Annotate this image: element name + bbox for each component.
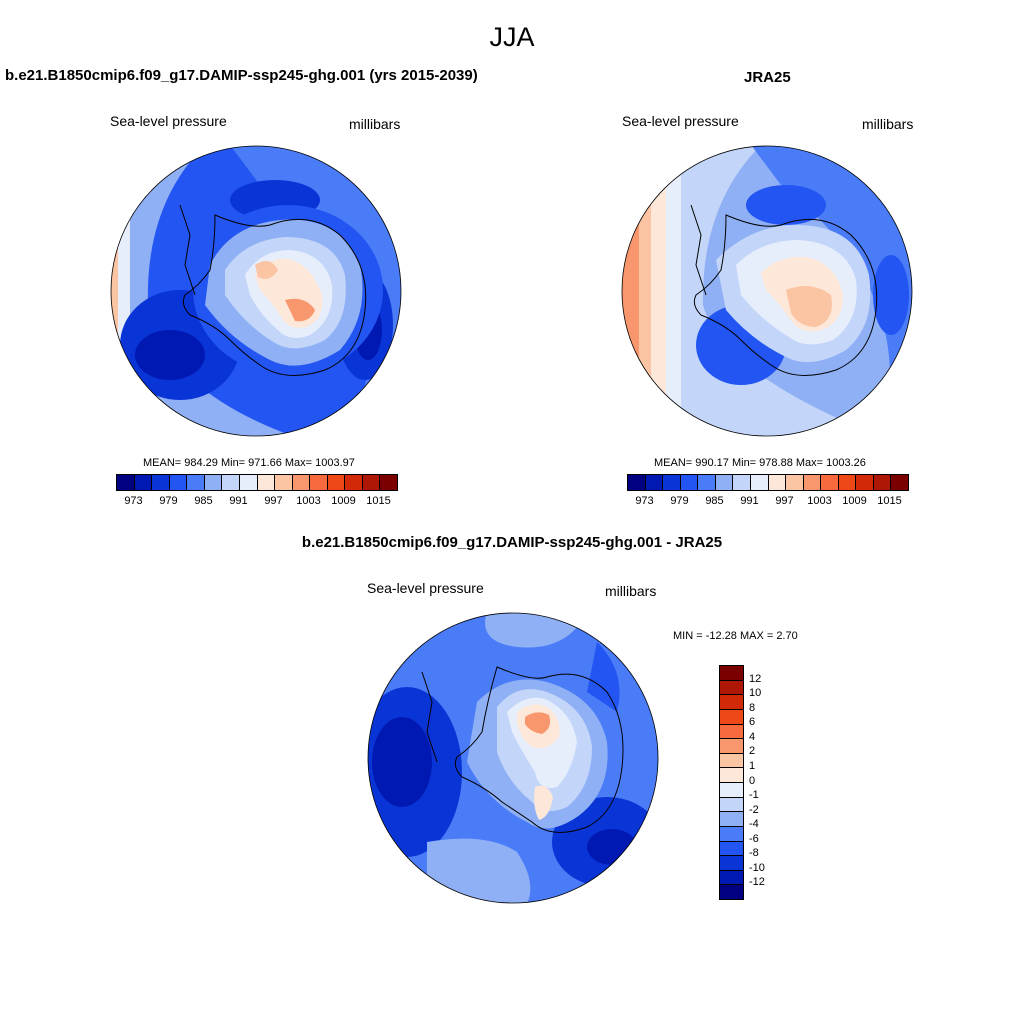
- colorbar-swatch: [720, 680, 743, 696]
- colorbar-swatch: [187, 475, 205, 490]
- colorbar-tick-label: -8: [749, 847, 759, 860]
- panel1-units-label: millibars: [349, 116, 401, 132]
- colorbar-tick-label: 10: [749, 687, 762, 700]
- colorbar-swatch: [720, 695, 743, 710]
- figure-title: JJA: [489, 22, 535, 52]
- colorbar-swatch: [856, 475, 874, 490]
- panel2-stats: MEAN= 990.17 Min= 978.88 Max= 1003.26: [654, 457, 866, 469]
- colorbar-tick-label: 0: [749, 774, 756, 787]
- panel3-units-label: millibars: [605, 583, 657, 599]
- colorbar-swatch: [720, 666, 743, 681]
- colorbar-swatch: [345, 475, 363, 490]
- colorbar-swatch: [152, 475, 170, 490]
- colorbar-tick-label: 979: [159, 495, 178, 507]
- colorbar-swatch: [873, 475, 892, 490]
- colorbar-swatch: [720, 826, 743, 842]
- colorbar-swatch: [720, 885, 743, 899]
- colorbar-swatch: [663, 475, 681, 490]
- panel1-colorbar: [116, 474, 398, 491]
- colorbar-tick-label: 1009: [331, 495, 356, 507]
- colorbar-swatch: [327, 475, 346, 490]
- colorbar-swatch: [222, 475, 240, 490]
- colorbar-swatch: [715, 475, 734, 490]
- panel3-variable-label: Sea-level pressure: [367, 580, 484, 596]
- colorbar-swatch: [380, 475, 397, 490]
- colorbar-swatch: [720, 739, 743, 754]
- colorbar-tick-label: 979: [670, 495, 689, 507]
- panel2-variable-label: Sea-level pressure: [622, 113, 739, 129]
- colorbar-tick-label: -10: [749, 861, 765, 874]
- colorbar-swatch: [733, 475, 751, 490]
- colorbar-swatch: [720, 856, 743, 871]
- colorbar-swatch: [768, 475, 787, 490]
- colorbar-swatch: [362, 475, 381, 490]
- colorbar-tick-label: 2: [749, 745, 756, 758]
- panel1-variable-label: Sea-level pressure: [110, 113, 227, 129]
- panel1-title: b.e21.B1850cmip6.f09_g17.DAMIP-ssp245-gh…: [5, 67, 478, 84]
- colorbar-swatch: [720, 812, 743, 827]
- colorbar-tick-label: 997: [264, 495, 283, 507]
- colorbar-swatch: [803, 475, 822, 490]
- colorbar-tick-label: 973: [124, 495, 143, 507]
- colorbar-swatch: [275, 475, 293, 490]
- colorbar-swatch: [720, 724, 743, 740]
- colorbar-tick-label: 1015: [877, 495, 902, 507]
- colorbar-tick-label: 1003: [807, 495, 832, 507]
- panel2-polar-map: [621, 145, 913, 437]
- panel3-stats: MIN = -12.28 MAX = 2.70: [673, 630, 798, 642]
- colorbar-swatch: [786, 475, 804, 490]
- colorbar-swatch: [750, 475, 769, 490]
- colorbar-tick-label: -4: [749, 818, 759, 831]
- panel2-title: JRA25: [744, 69, 791, 86]
- colorbar-swatch: [680, 475, 699, 490]
- panel3-colorbar: [719, 665, 744, 900]
- colorbar-swatch: [720, 783, 743, 798]
- colorbar-swatch: [821, 475, 839, 490]
- colorbar-swatch: [169, 475, 188, 490]
- panel2-colorbar: [627, 474, 909, 491]
- colorbar-swatch: [645, 475, 664, 490]
- colorbar-tick-label: 12: [749, 672, 762, 685]
- colorbar-tick-label: 1: [749, 759, 756, 772]
- colorbar-tick-label: 1003: [296, 495, 321, 507]
- colorbar-tick-label: 8: [749, 701, 756, 714]
- colorbar-tick-label: 6: [749, 716, 756, 729]
- panel3-polar-map: [367, 612, 659, 904]
- colorbar-tick-label: -2: [749, 803, 759, 816]
- colorbar-swatch: [720, 753, 743, 769]
- colorbar-swatch: [292, 475, 311, 490]
- colorbar-tick-label: 973: [635, 495, 654, 507]
- colorbar-tick-label: -1: [749, 789, 759, 802]
- colorbar-swatch: [134, 475, 153, 490]
- colorbar-tick-label: 997: [775, 495, 794, 507]
- colorbar-swatch: [720, 709, 743, 725]
- colorbar-tick-label: -12: [749, 876, 765, 889]
- colorbar-swatch: [257, 475, 276, 490]
- colorbar-swatch: [628, 475, 646, 490]
- panel2-units-label: millibars: [862, 116, 914, 132]
- colorbar-swatch: [891, 475, 908, 490]
- colorbar-tick-label: 1009: [842, 495, 867, 507]
- colorbar-swatch: [310, 475, 328, 490]
- panel3-title: b.e21.B1850cmip6.f09_g17.DAMIP-ssp245-gh…: [301, 534, 723, 551]
- colorbar-swatch: [720, 768, 743, 783]
- colorbar-tick-label: 991: [740, 495, 759, 507]
- colorbar-swatch: [720, 870, 743, 886]
- colorbar-swatch: [720, 797, 743, 813]
- panel1-stats: MEAN= 984.29 Min= 971.66 Max= 1003.97: [143, 457, 355, 469]
- colorbar-swatch: [720, 841, 743, 857]
- colorbar-tick-label: -6: [749, 832, 759, 845]
- colorbar-swatch: [838, 475, 857, 490]
- colorbar-tick-label: 4: [749, 730, 756, 743]
- panel1-polar-map: [110, 145, 402, 437]
- colorbar-swatch: [117, 475, 135, 490]
- colorbar-tick-label: 985: [194, 495, 213, 507]
- colorbar-swatch: [239, 475, 258, 490]
- colorbar-tick-label: 1015: [366, 495, 391, 507]
- colorbar-tick-label: 985: [705, 495, 724, 507]
- colorbar-tick-label: 991: [229, 495, 248, 507]
- colorbar-swatch: [204, 475, 223, 490]
- colorbar-swatch: [698, 475, 716, 490]
